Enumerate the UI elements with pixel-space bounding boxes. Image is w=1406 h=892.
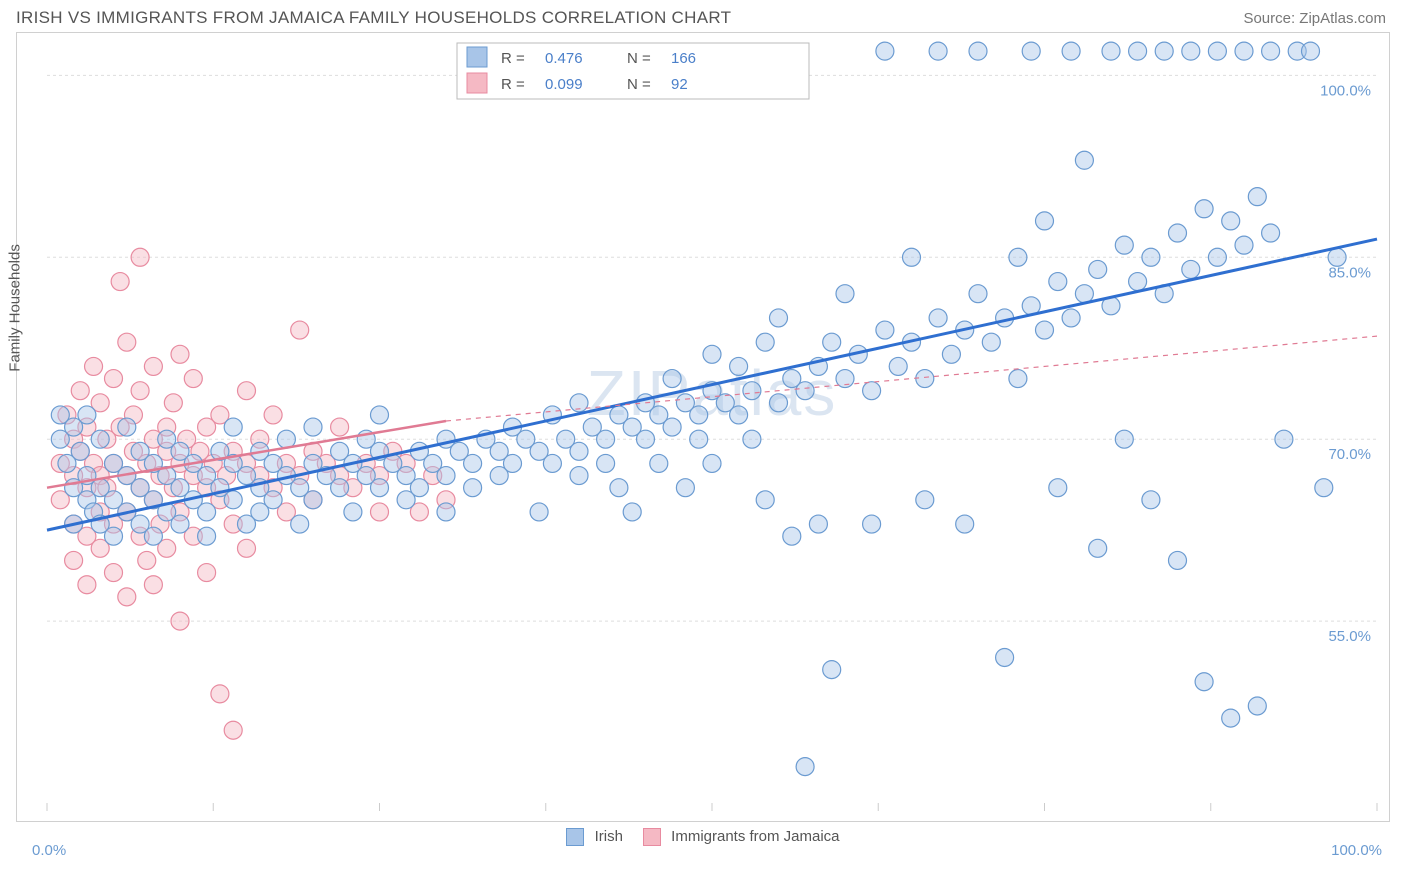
svg-text:166: 166 bbox=[671, 50, 696, 67]
svg-text:0.476: 0.476 bbox=[545, 50, 583, 67]
svg-text:70.0%: 70.0% bbox=[1328, 446, 1371, 463]
chart-header: IRISH VS IMMIGRANTS FROM JAMAICA FAMILY … bbox=[0, 0, 1406, 32]
chart-title: IRISH VS IMMIGRANTS FROM JAMAICA FAMILY … bbox=[16, 8, 731, 28]
scatter-chart: 100.0%85.0%70.0%55.0%ZIPatlasR =0.476N =… bbox=[17, 33, 1391, 823]
svg-text:N =: N = bbox=[627, 50, 651, 67]
svg-text:R =: R = bbox=[501, 50, 525, 67]
svg-text:92: 92 bbox=[671, 76, 688, 93]
y-axis-label: Family Households bbox=[7, 244, 24, 372]
legend-label-jamaica: Immigrants from Jamaica bbox=[671, 828, 839, 845]
svg-text:R =: R = bbox=[501, 76, 525, 93]
x-axis-max-label: 100.0% bbox=[1331, 842, 1382, 859]
chart-container: Family Households 100.0%85.0%70.0%55.0%Z… bbox=[16, 32, 1390, 822]
legend-label-irish: Irish bbox=[595, 828, 623, 845]
legend-swatch-pink bbox=[643, 828, 661, 846]
svg-text:N =: N = bbox=[627, 76, 651, 93]
svg-text:100.0%: 100.0% bbox=[1320, 82, 1371, 99]
legend-item-irish: Irish bbox=[566, 828, 623, 846]
svg-text:55.0%: 55.0% bbox=[1328, 628, 1371, 645]
svg-text:85.0%: 85.0% bbox=[1328, 264, 1371, 281]
legend-swatch-blue bbox=[566, 828, 584, 846]
chart-source: Source: ZipAtlas.com bbox=[1243, 10, 1386, 27]
x-axis-min-label: 0.0% bbox=[32, 842, 66, 859]
legend-item-jamaica: Immigrants from Jamaica bbox=[643, 828, 840, 846]
legend-bottom: Irish Immigrants from Jamaica bbox=[0, 822, 1406, 846]
svg-text:0.099: 0.099 bbox=[545, 76, 583, 93]
